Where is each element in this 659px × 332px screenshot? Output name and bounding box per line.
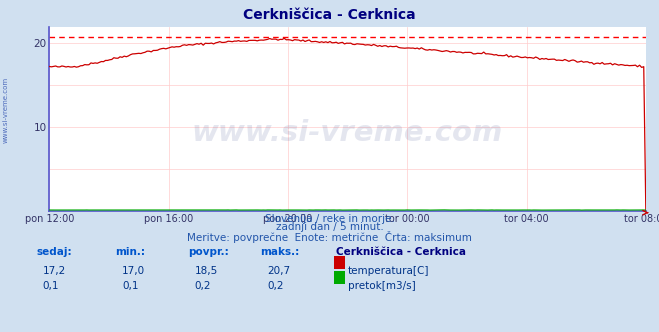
Text: zadnji dan / 5 minut.: zadnji dan / 5 minut. xyxy=(275,222,384,232)
Text: www.si-vreme.com: www.si-vreme.com xyxy=(192,120,503,147)
Text: povpr.:: povpr.: xyxy=(188,247,229,257)
Text: 20,7: 20,7 xyxy=(267,266,290,276)
Text: 0,1: 0,1 xyxy=(122,281,138,290)
Text: maks.:: maks.: xyxy=(260,247,300,257)
Text: min.:: min.: xyxy=(115,247,146,257)
Text: Slovenija / reke in morje.: Slovenija / reke in morje. xyxy=(264,214,395,224)
Text: 17,2: 17,2 xyxy=(43,266,66,276)
Text: pretok[m3/s]: pretok[m3/s] xyxy=(348,281,416,290)
Text: www.si-vreme.com: www.si-vreme.com xyxy=(2,76,9,143)
Text: Cerkniščica - Cerknica: Cerkniščica - Cerknica xyxy=(336,247,466,257)
Text: temperatura[C]: temperatura[C] xyxy=(348,266,430,276)
Text: 17,0: 17,0 xyxy=(122,266,145,276)
Text: 0,2: 0,2 xyxy=(267,281,283,290)
Text: 0,2: 0,2 xyxy=(194,281,211,290)
Text: sedaj:: sedaj: xyxy=(36,247,72,257)
Text: Cerkniščica - Cerknica: Cerkniščica - Cerknica xyxy=(243,8,416,22)
Text: 18,5: 18,5 xyxy=(194,266,217,276)
Text: 0,1: 0,1 xyxy=(43,281,59,290)
Text: Meritve: povprečne  Enote: metrične  Črta: maksimum: Meritve: povprečne Enote: metrične Črta:… xyxy=(187,231,472,243)
